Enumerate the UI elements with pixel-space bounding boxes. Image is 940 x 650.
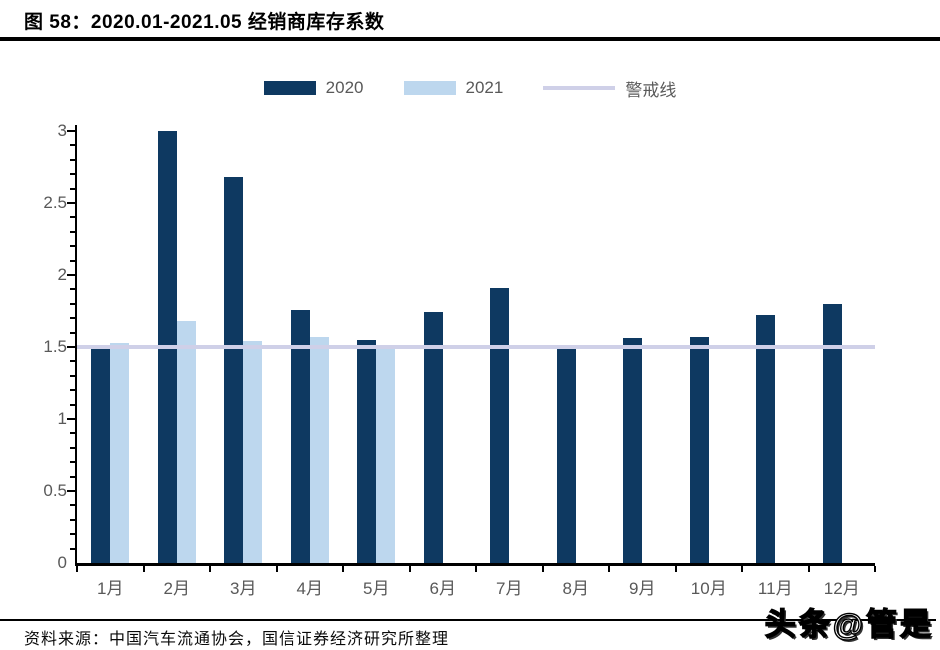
y-axis-label: 0 bbox=[57, 553, 67, 572]
y-axis-major-tick bbox=[67, 346, 75, 348]
legend-swatch-warning-line-icon bbox=[543, 86, 616, 90]
y-axis-minor-tick bbox=[70, 461, 75, 464]
y-axis-major-tick bbox=[67, 130, 75, 132]
y-axis-minor-tick bbox=[70, 547, 75, 550]
x-axis-label: 1月 bbox=[97, 579, 124, 598]
x-axis-tick bbox=[408, 566, 411, 572]
x-axis-tick bbox=[142, 566, 145, 572]
bar-2020-5月 bbox=[357, 339, 377, 563]
x-axis-label: 6月 bbox=[429, 579, 456, 598]
x-axis-label: 5月 bbox=[363, 579, 390, 598]
y-axis-major-tick bbox=[67, 202, 75, 204]
y-axis-minor-tick bbox=[70, 302, 75, 305]
x-axis-tick bbox=[874, 566, 876, 572]
y-axis-label: 3 bbox=[57, 121, 67, 140]
y-axis-label: 2.5 bbox=[43, 193, 67, 212]
y-axis-label: 0.5 bbox=[43, 481, 67, 500]
x-axis-label: 8月 bbox=[562, 579, 589, 598]
legend-item-warning-line: 警戒线 bbox=[543, 76, 676, 101]
x-axis-label: 3月 bbox=[230, 579, 257, 598]
y-axis-minor-tick bbox=[70, 360, 75, 363]
x-axis-label: 4月 bbox=[296, 579, 323, 598]
bar-2020-12月 bbox=[822, 303, 842, 563]
x-axis-tick bbox=[541, 566, 544, 572]
x-axis-tick bbox=[807, 566, 810, 572]
bar-2020-7月 bbox=[490, 287, 510, 563]
y-axis-minor-tick bbox=[70, 331, 75, 334]
bar-2020-3月 bbox=[224, 177, 244, 563]
y-axis-major-tick bbox=[67, 274, 75, 276]
bar-2020-9月 bbox=[623, 338, 643, 563]
bar-2021-2月 bbox=[176, 321, 196, 563]
bar-2021-3月 bbox=[243, 341, 263, 563]
y-axis-major-tick bbox=[67, 490, 75, 492]
y-axis-minor-tick bbox=[70, 389, 75, 392]
bar-2020-8月 bbox=[556, 348, 576, 563]
legend-item-2020: 2020 bbox=[263, 78, 364, 98]
bar-2020-11月 bbox=[756, 315, 776, 563]
y-axis-label: 2 bbox=[57, 265, 67, 284]
y-axis-minor-tick bbox=[70, 504, 75, 507]
x-axis-tick bbox=[342, 566, 344, 572]
y-axis-minor-tick bbox=[70, 475, 75, 478]
y-axis-minor-tick bbox=[70, 446, 75, 449]
source-note: 资料来源：中国汽车流通协会，国信证券经济研究所整理 bbox=[24, 629, 450, 648]
y-axis-minor-tick bbox=[70, 245, 75, 248]
bar-2020-4月 bbox=[290, 309, 310, 563]
bar-2021-1月 bbox=[110, 342, 130, 563]
y-axis-minor-tick bbox=[70, 187, 75, 190]
x-axis-label: 7月 bbox=[496, 579, 523, 598]
y-axis-minor-tick bbox=[70, 403, 75, 406]
legend-swatch-2020-icon bbox=[263, 81, 316, 95]
x-axis-label: 11月 bbox=[757, 579, 793, 598]
x-axis-tick bbox=[275, 566, 278, 572]
legend-label-2020: 2020 bbox=[325, 78, 364, 97]
watermark: 头条@管是 bbox=[764, 606, 934, 642]
y-axis-minor-tick bbox=[70, 259, 75, 262]
y-axis-minor-tick bbox=[70, 518, 75, 521]
chart-legend: 2020 2021 警戒线 bbox=[0, 76, 940, 101]
x-axis-label: 10月 bbox=[690, 579, 727, 598]
y-axis-major-tick bbox=[67, 418, 75, 420]
y-axis-minor-tick bbox=[70, 158, 75, 161]
bar-2020-6月 bbox=[423, 312, 443, 563]
x-axis-label: 12月 bbox=[823, 579, 860, 598]
footer-divider bbox=[0, 619, 936, 621]
bar-2021-4月 bbox=[309, 336, 329, 563]
x-axis-label: 2月 bbox=[163, 579, 190, 598]
y-axis-minor-tick bbox=[70, 288, 75, 291]
y-axis-minor-tick bbox=[70, 144, 75, 147]
x-axis-tick bbox=[209, 566, 211, 572]
y-axis-minor-tick bbox=[70, 317, 75, 320]
y-axis-minor-tick bbox=[70, 374, 75, 377]
x-axis-tick bbox=[76, 566, 78, 572]
page-title: 图 58：2020.01-2021.05 经销商库存系数 bbox=[24, 12, 385, 33]
y-axis-label: 1.5 bbox=[43, 337, 67, 356]
title-divider bbox=[0, 37, 940, 41]
x-axis-tick bbox=[608, 566, 610, 572]
bar-2020-1月 bbox=[91, 347, 111, 563]
y-axis-minor-tick bbox=[70, 173, 75, 176]
x-axis-tick bbox=[475, 566, 477, 572]
bar-2021-5月 bbox=[376, 347, 396, 563]
y-axis-minor-tick bbox=[70, 432, 75, 435]
legend-item-2021: 2021 bbox=[403, 78, 504, 98]
y-axis-label: 1 bbox=[57, 409, 67, 428]
bar-2020-10月 bbox=[689, 336, 709, 563]
y-axis-minor-tick bbox=[70, 230, 75, 233]
warning-reference-line bbox=[77, 345, 875, 349]
bar-chart-plot-area: 0 0.5 1 1.5 2 2.5 3 1月 2月 3月 4月 5月 6月 7月 8月 9月 10月 11月 12月 bbox=[43, 121, 876, 598]
x-axis-label: 9月 bbox=[629, 579, 656, 598]
y-axis-minor-tick bbox=[70, 216, 75, 219]
x-axis-tick bbox=[674, 566, 677, 572]
legend-label-2021: 2021 bbox=[465, 78, 504, 97]
legend-label-warning-line: 警戒线 bbox=[625, 80, 677, 101]
x-axis-tick bbox=[741, 566, 743, 572]
legend-swatch-2021-icon bbox=[403, 81, 456, 95]
y-axis-minor-tick bbox=[70, 533, 75, 536]
